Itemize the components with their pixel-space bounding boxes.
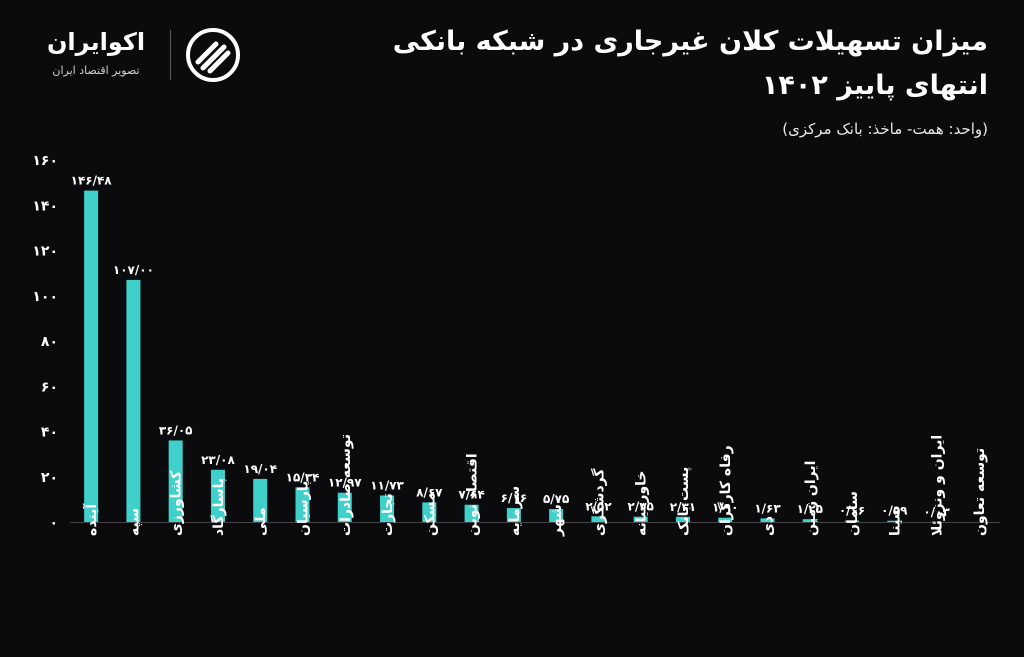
data-label: ۲/۳۱	[670, 500, 696, 514]
y-tick-label: ۲۰	[41, 470, 58, 486]
ecoiran-logo-icon	[186, 28, 240, 82]
x-tick-label: شهر	[549, 504, 565, 537]
chart-subtitle: (واحد: همت- ماخذ: بانک مرکزی)	[782, 120, 988, 138]
y-tick-label: ۴۰	[41, 425, 58, 441]
bar	[633, 516, 648, 522]
y-tick-label: ۱۰۰	[32, 289, 58, 305]
brand-logo: اکوایران تصویر اقتصاد ایران	[36, 26, 256, 86]
x-tick-label: کشاورزی	[169, 470, 185, 536]
data-label: ۰/۵۹	[881, 504, 908, 518]
x-tick-label: سرمایه	[507, 486, 523, 536]
bar	[591, 516, 606, 522]
bar	[845, 520, 860, 522]
x-tick-label: دی	[761, 516, 777, 536]
data-label: ۷/۶۴	[458, 488, 484, 502]
brand-separator	[170, 30, 171, 80]
data-label: ۱۲/۹۷	[328, 476, 362, 490]
y-tick-label: ۱۶۰	[32, 153, 58, 169]
x-tick-label: ایران زمین	[803, 461, 819, 536]
data-label: ۲/۳۵	[628, 500, 654, 514]
x-tick-label: مسکن	[422, 492, 438, 536]
bar	[126, 279, 141, 522]
x-tick-label: خاورمیانه	[634, 471, 650, 537]
data-label: ۸/۶۷	[416, 485, 443, 499]
chart-title: میزان تسهیلات کلان غیرجاری در شبکه بانکی…	[393, 20, 988, 108]
x-tick-label: اقتصاد نوین	[465, 453, 481, 536]
bar	[337, 492, 352, 522]
bar	[718, 517, 733, 522]
x-tick-label: ایران و ونزوئلا	[930, 435, 946, 536]
data-label: ۲/۵۲	[585, 499, 612, 513]
y-tick-label: ۱۴۰	[32, 198, 58, 214]
data-label: ۶/۱۶	[501, 491, 527, 505]
bar	[295, 487, 310, 522]
y-tick-label: ۶۰	[41, 379, 58, 395]
y-tick-label: ۰	[49, 515, 58, 531]
bar	[253, 478, 268, 522]
bar	[422, 502, 437, 522]
data-label: ۱/۹۰	[712, 501, 738, 515]
x-tick-label: پارسیان	[296, 481, 312, 536]
data-label: ۲۳/۰۸	[201, 453, 235, 467]
data-label: ۱/۲۵	[797, 502, 823, 516]
data-label: ۰/۰۳	[923, 505, 950, 519]
x-tick-label: پست بانک	[676, 467, 692, 536]
bar	[168, 440, 183, 522]
bar	[549, 508, 564, 522]
x-tick-label: سپه	[126, 508, 142, 536]
x-tick-label: گردشگری	[590, 468, 607, 536]
x-tick-label: توسعه تعاون	[972, 448, 988, 536]
bar	[84, 190, 99, 523]
bar	[464, 504, 479, 522]
data-label: ۱۱/۷۳	[370, 478, 404, 492]
bar	[675, 516, 690, 522]
data-label: ۵/۷۵	[543, 492, 569, 506]
data-label: ۱/۶۳	[754, 501, 781, 515]
y-tick-label: ۸۰	[41, 334, 58, 350]
x-tick-label: تجارت	[380, 493, 396, 536]
data-label: ۱۹/۰۴	[243, 462, 277, 476]
data-label: ۳۶/۰۵	[159, 423, 193, 437]
bar	[802, 519, 817, 522]
bar	[380, 495, 395, 522]
data-label: ۰	[975, 505, 982, 519]
x-tick-label: سینا	[887, 506, 903, 536]
data-label: ۰/۶۶	[839, 504, 865, 518]
data-label: ۱۵/۳۴	[286, 470, 320, 484]
bar	[760, 518, 775, 522]
x-tick-label: توسعه صادرات	[338, 434, 354, 536]
x-tick-label: سامان	[845, 491, 861, 536]
y-tick-label: ۱۲۰	[32, 244, 58, 260]
data-label: ۱۰۷/۰۰	[113, 263, 154, 277]
bar	[887, 520, 902, 522]
bar	[210, 469, 225, 522]
brand-name: اکوایران	[46, 28, 146, 56]
x-tick-label: آینده	[82, 503, 100, 536]
x-tick-label: پاسارگاد	[210, 478, 227, 536]
chart-title-line-2: انتهای پاییز ۱۴۰۲	[761, 70, 988, 101]
brand-tagline: تصویر اقتصاد ایران	[52, 64, 140, 77]
x-tick-label: رفاه کارگران	[717, 445, 734, 536]
x-tick-label: ملی	[253, 507, 269, 536]
data-label: ۱۴۶/۴۸	[71, 174, 113, 188]
bar	[506, 508, 521, 522]
chart-title-line-1: میزان تسهیلات کلان غیرجاری در شبکه بانکی	[392, 26, 988, 57]
